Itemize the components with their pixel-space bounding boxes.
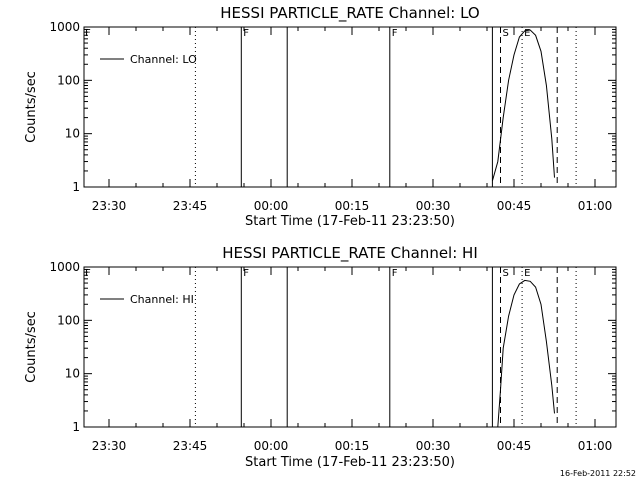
x-tick-label: 00:00 bbox=[254, 199, 289, 213]
event-marker-label: F bbox=[85, 268, 91, 279]
chart-panel-hi: HESSI PARTICLE_RATE Channel: HI Counts/se… bbox=[24, 244, 617, 470]
y-tick-label: 1000 bbox=[49, 20, 80, 34]
x-tick-label: 23:45 bbox=[173, 439, 208, 453]
x-tick-label: 23:30 bbox=[92, 199, 127, 213]
x-tick-label: 00:30 bbox=[416, 439, 451, 453]
y-axis-label: Counts/sec bbox=[24, 311, 39, 383]
x-tick-label: 23:30 bbox=[92, 439, 127, 453]
event-marker-label: F bbox=[243, 28, 249, 39]
event-marker-label: E bbox=[524, 268, 530, 279]
x-tick-label: 00:45 bbox=[497, 439, 532, 453]
x-tick-label: 01:00 bbox=[578, 439, 613, 453]
chart-title: HESSI PARTICLE_RATE Channel: LO bbox=[220, 4, 479, 23]
x-axis-label: Start Time (17-Feb-11 23:23:50) bbox=[245, 455, 455, 470]
chart-panel-lo: HESSI PARTICLE_RATE Channel: LO Counts/se… bbox=[24, 4, 617, 229]
x-tick-label: 00:45 bbox=[497, 199, 532, 213]
y-tick-label: 10 bbox=[65, 367, 80, 381]
series-line bbox=[491, 29, 555, 182]
x-tick-label: 00:15 bbox=[335, 199, 370, 213]
event-marker-label: F bbox=[392, 268, 398, 279]
event-marker-label: S bbox=[503, 268, 509, 279]
y-tick-label: 1 bbox=[72, 420, 80, 434]
x-tick-label: 00:00 bbox=[254, 439, 289, 453]
y-tick-label: 100 bbox=[57, 73, 80, 87]
y-tick-label: 1000 bbox=[49, 260, 80, 274]
y-tick-label: 1 bbox=[72, 180, 80, 194]
plot-frame bbox=[83, 26, 617, 188]
y-axis-label: Counts/sec bbox=[24, 71, 39, 143]
event-marker-label: F bbox=[243, 268, 249, 279]
x-tick-label: 23:45 bbox=[173, 199, 208, 213]
y-tick-label: 10 bbox=[65, 127, 80, 141]
event-marker-label: F bbox=[85, 28, 91, 39]
series-line bbox=[497, 279, 555, 428]
plot-frame bbox=[83, 266, 617, 428]
event-marker-label: S bbox=[503, 28, 509, 39]
chart-title: HESSI PARTICLE_RATE Channel: HI bbox=[222, 244, 478, 263]
event-marker-label: F bbox=[392, 28, 398, 39]
x-axis-label: Start Time (17-Feb-11 23:23:50) bbox=[245, 214, 455, 229]
y-tick-label: 100 bbox=[57, 313, 80, 327]
x-tick-label: 00:30 bbox=[416, 199, 451, 213]
x-tick-label: 00:15 bbox=[335, 439, 370, 453]
event-marker-label: E bbox=[524, 28, 530, 39]
legend-entry: Channel: HI bbox=[130, 293, 194, 306]
plot-timestamp: 16-Feb-2011 22:52 bbox=[560, 469, 636, 478]
x-tick-label: 01:00 bbox=[578, 199, 613, 213]
legend-entry: Channel: LO bbox=[130, 53, 197, 66]
